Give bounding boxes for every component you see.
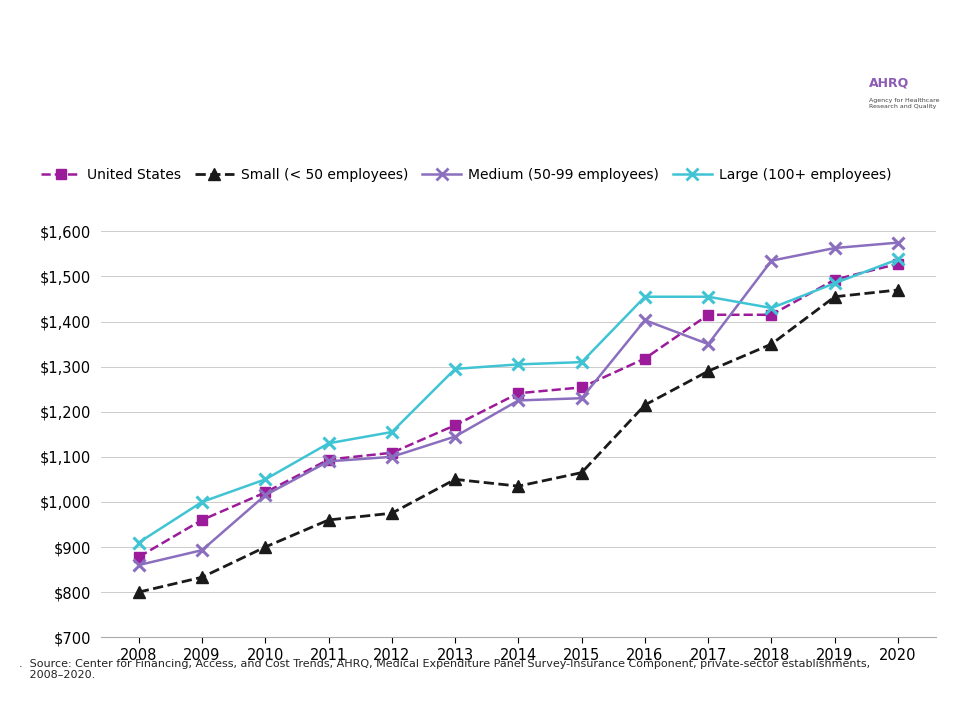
Text: AHRQ: AHRQ [869, 76, 909, 89]
Text: .  Source: Center for Financing, Access, and Cost Trends, AHRQ, Medical Expendit: . Source: Center for Financing, Access, … [19, 659, 871, 680]
Text: Figure 10. Average annual employee contribution (in dollars) for single
coverage: Figure 10. Average annual employee contr… [7, 33, 819, 79]
Ellipse shape [832, 37, 960, 243]
Text: Agency for Healthcare
Research and Quality: Agency for Healthcare Research and Quali… [869, 99, 939, 109]
Legend: United States, Small (< 50 employees), Medium (50-99 employees), Large (100+ emp: United States, Small (< 50 employees), M… [36, 162, 897, 187]
